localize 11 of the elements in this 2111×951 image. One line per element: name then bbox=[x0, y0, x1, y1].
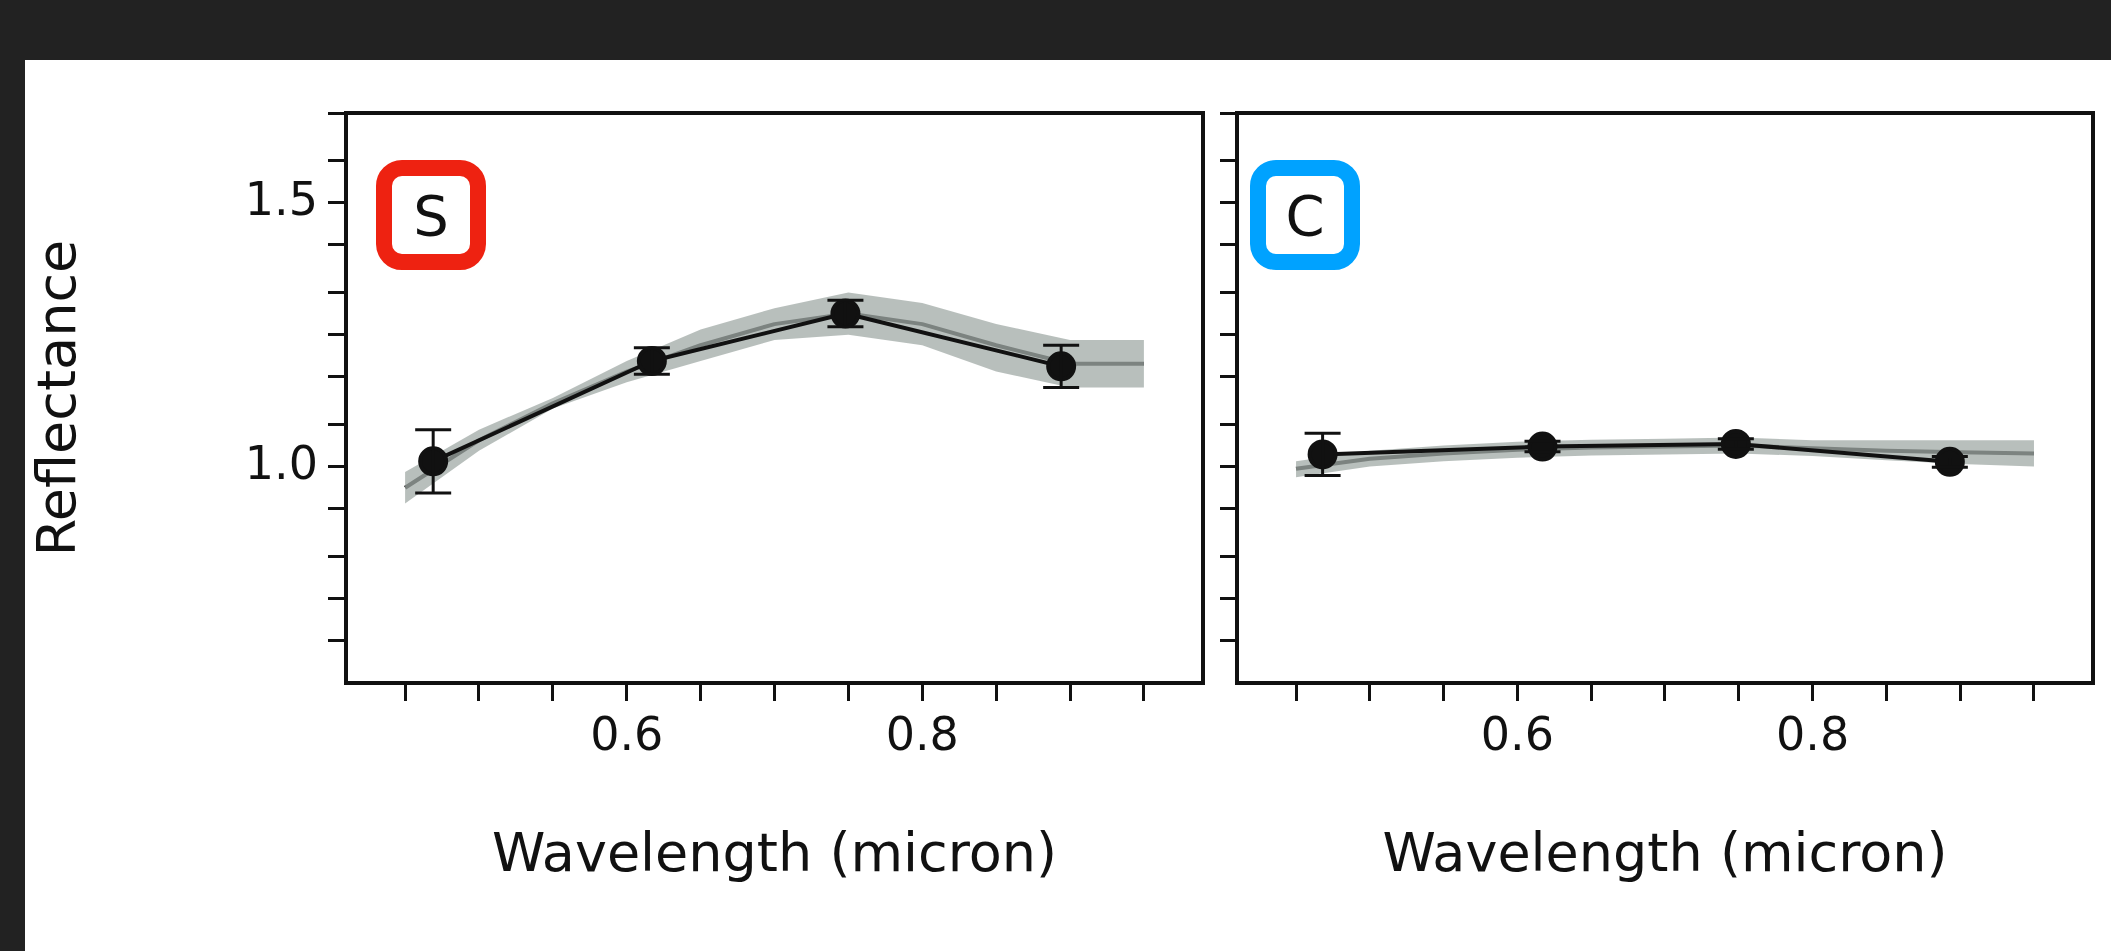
rounded-frame: C bbox=[1250, 160, 1360, 270]
x-tick-label: 0.8 bbox=[885, 706, 959, 761]
x-axis-title: Wavelength (micron) bbox=[491, 820, 1058, 884]
y-tick-label: 1.0 bbox=[244, 435, 318, 490]
x-tick-label: 0.6 bbox=[1480, 706, 1554, 761]
x-tick-label: 0.8 bbox=[1776, 706, 1850, 761]
x-tick-label: 0.6 bbox=[590, 706, 664, 761]
rounded-frame: S bbox=[376, 160, 486, 270]
x-axis-title: Wavelength (micron) bbox=[1382, 820, 1948, 884]
y-tick-label: 1.5 bbox=[244, 171, 318, 226]
y-axis-title: Reflectance bbox=[25, 239, 89, 557]
